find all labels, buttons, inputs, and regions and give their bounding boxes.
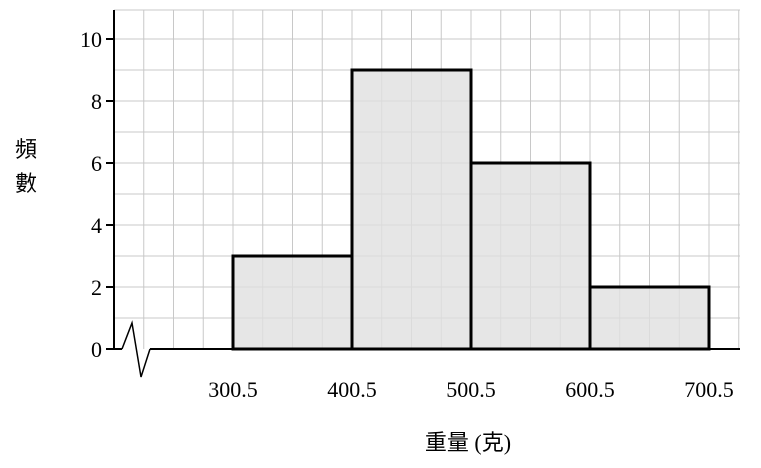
labels: 重量 (克) 頻 數 bbox=[15, 137, 511, 455]
y-tick-label: 0 bbox=[91, 337, 102, 362]
x-tick-label: 500.5 bbox=[446, 377, 496, 402]
axis-break-symbol bbox=[121, 320, 151, 378]
ticks: 0 2 4 6 8 10 300.5 400.5 500.5 600.5 700.5 bbox=[80, 27, 734, 402]
histogram-bar-1 bbox=[231, 254, 354, 351]
x-tick-label: 700.5 bbox=[684, 377, 734, 402]
y-axis-title-char-1: 頻 bbox=[15, 137, 37, 162]
bars bbox=[231, 68, 711, 351]
axes bbox=[113, 10, 740, 378]
y-tick-label: 6 bbox=[91, 151, 102, 176]
x-tick-label: 600.5 bbox=[565, 377, 615, 402]
histogram-bar-2 bbox=[350, 68, 473, 351]
x-axis-title: 重量 (克) bbox=[425, 430, 511, 455]
x-tick-label: 300.5 bbox=[208, 377, 258, 402]
y-tick-label: 4 bbox=[91, 213, 102, 238]
y-axis-title-char-2: 數 bbox=[15, 171, 37, 196]
y-tick-label: 2 bbox=[91, 275, 102, 300]
histogram-bar-4 bbox=[588, 285, 711, 351]
histogram-bar-3 bbox=[469, 161, 592, 351]
x-tick-label: 400.5 bbox=[327, 377, 377, 402]
y-tick-label: 8 bbox=[91, 89, 102, 114]
y-tick-label: 10 bbox=[80, 27, 102, 52]
